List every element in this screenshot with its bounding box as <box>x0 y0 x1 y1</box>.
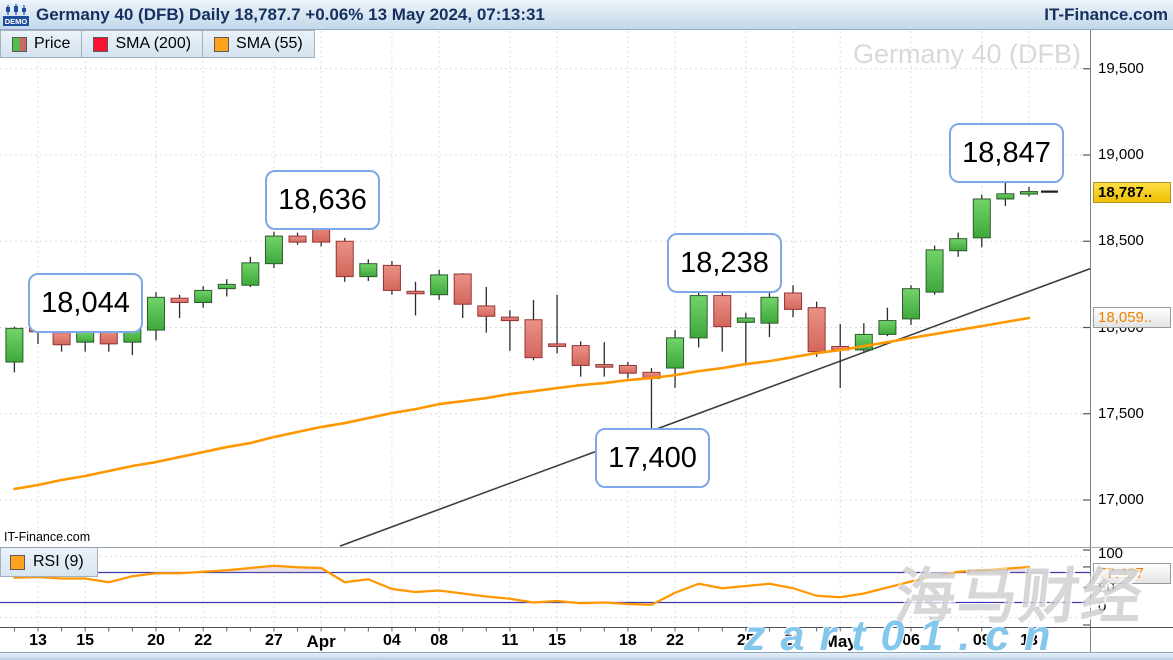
price-annotation: 18,044 <box>28 273 143 333</box>
legend-price-label: Price <box>34 35 71 52</box>
price-annotation: 17,400 <box>595 428 710 488</box>
panel-separator[interactable] <box>0 547 1173 548</box>
sma55-swatch-icon <box>214 36 230 52</box>
price-annotation: 18,636 <box>265 170 380 230</box>
time-tick-label: 29 <box>784 632 802 649</box>
legend-sma55-label: SMA (55) <box>236 35 303 52</box>
rsi-tick-label: 0 <box>1098 598 1107 615</box>
brand-link[interactable]: IT-Finance.com <box>1044 4 1168 24</box>
time-tick-label: 08 <box>430 632 448 649</box>
legend-item-sma55[interactable]: SMA (55) <box>203 30 315 58</box>
sma200-swatch-icon <box>93 36 109 52</box>
demo-badge-icon: DEMO <box>3 4 29 27</box>
price-annotation: 18,847 <box>949 123 1064 183</box>
time-tick-label: Apr <box>306 632 336 651</box>
legend-item-price[interactable]: Price <box>0 30 83 58</box>
price-tick-label: 17,000 <box>1098 491 1144 508</box>
time-tick-label: 22 <box>194 632 213 649</box>
time-tick-label: 15 <box>548 632 566 649</box>
provider-watermark-small: IT-Finance.com <box>4 530 91 544</box>
watermark-stamp-site: zart01.cn <box>744 612 1066 660</box>
price-tick-label: 19,500 <box>1098 59 1144 77</box>
time-tick-label: 20 <box>147 632 165 649</box>
xaxis-separator <box>0 627 1173 628</box>
price-candles-swatch-icon <box>12 36 27 52</box>
time-tick-label: 06 <box>902 632 920 649</box>
chart-title: Germany 40 (DFB) Daily 18,787.7 +0.06% 1… <box>36 4 545 24</box>
time-tick-label: 13 <box>29 632 47 649</box>
bottom-scrollbar[interactable] <box>0 652 1173 660</box>
sma55-price-label: 18,059.. <box>1093 307 1171 329</box>
time-tick-label: 18 <box>618 632 637 649</box>
demo-badge-label: DEMO <box>5 17 28 26</box>
price-tick-label: 17,500 <box>1098 404 1144 422</box>
time-tick-label: 15 <box>76 632 95 649</box>
time-tick-label: 13 <box>1020 632 1038 649</box>
last-price-label: 18,787.. <box>1093 181 1171 203</box>
price-tick-label: 18,500 <box>1098 232 1144 250</box>
time-tick-label: 27 <box>265 632 283 649</box>
legend-item-sma200[interactable]: SMA (200) <box>82 30 204 58</box>
time-tick-label: 09 <box>972 632 991 649</box>
price-tick-label: 19,000 <box>1098 146 1144 163</box>
time-tick-label: 25 <box>736 632 755 649</box>
rsi-value-label: 77.427 <box>1093 563 1171 584</box>
time-tick-label: 22 <box>666 632 684 649</box>
legend-item-rsi[interactable]: RSI (9) <box>0 548 98 577</box>
time-tick-label: May <box>823 632 857 651</box>
legend-rsi-label: RSI (9) <box>33 553 84 570</box>
rsi-swatch-icon <box>10 554 25 570</box>
rsi-tick-label: 100 <box>1098 545 1124 562</box>
price-axis[interactable]: 19,50019,00018,50018,00017,50017,0001005… <box>1090 30 1173 652</box>
price-annotation: 18,238 <box>667 233 782 293</box>
time-tick-label: 11 <box>501 632 519 649</box>
watermark-instrument: Germany 40 (DFB) <box>852 39 1081 69</box>
chart-canvas[interactable] <box>0 0 1090 652</box>
time-tick-label: 04 <box>383 632 401 649</box>
title-bar: DEMO Germany 40 (DFB) Daily 18,787.7 +0.… <box>0 0 1173 30</box>
legend-sma200-label: SMA (200) <box>115 35 192 52</box>
main-legend: Price SMA (200) SMA (55) <box>0 30 315 58</box>
